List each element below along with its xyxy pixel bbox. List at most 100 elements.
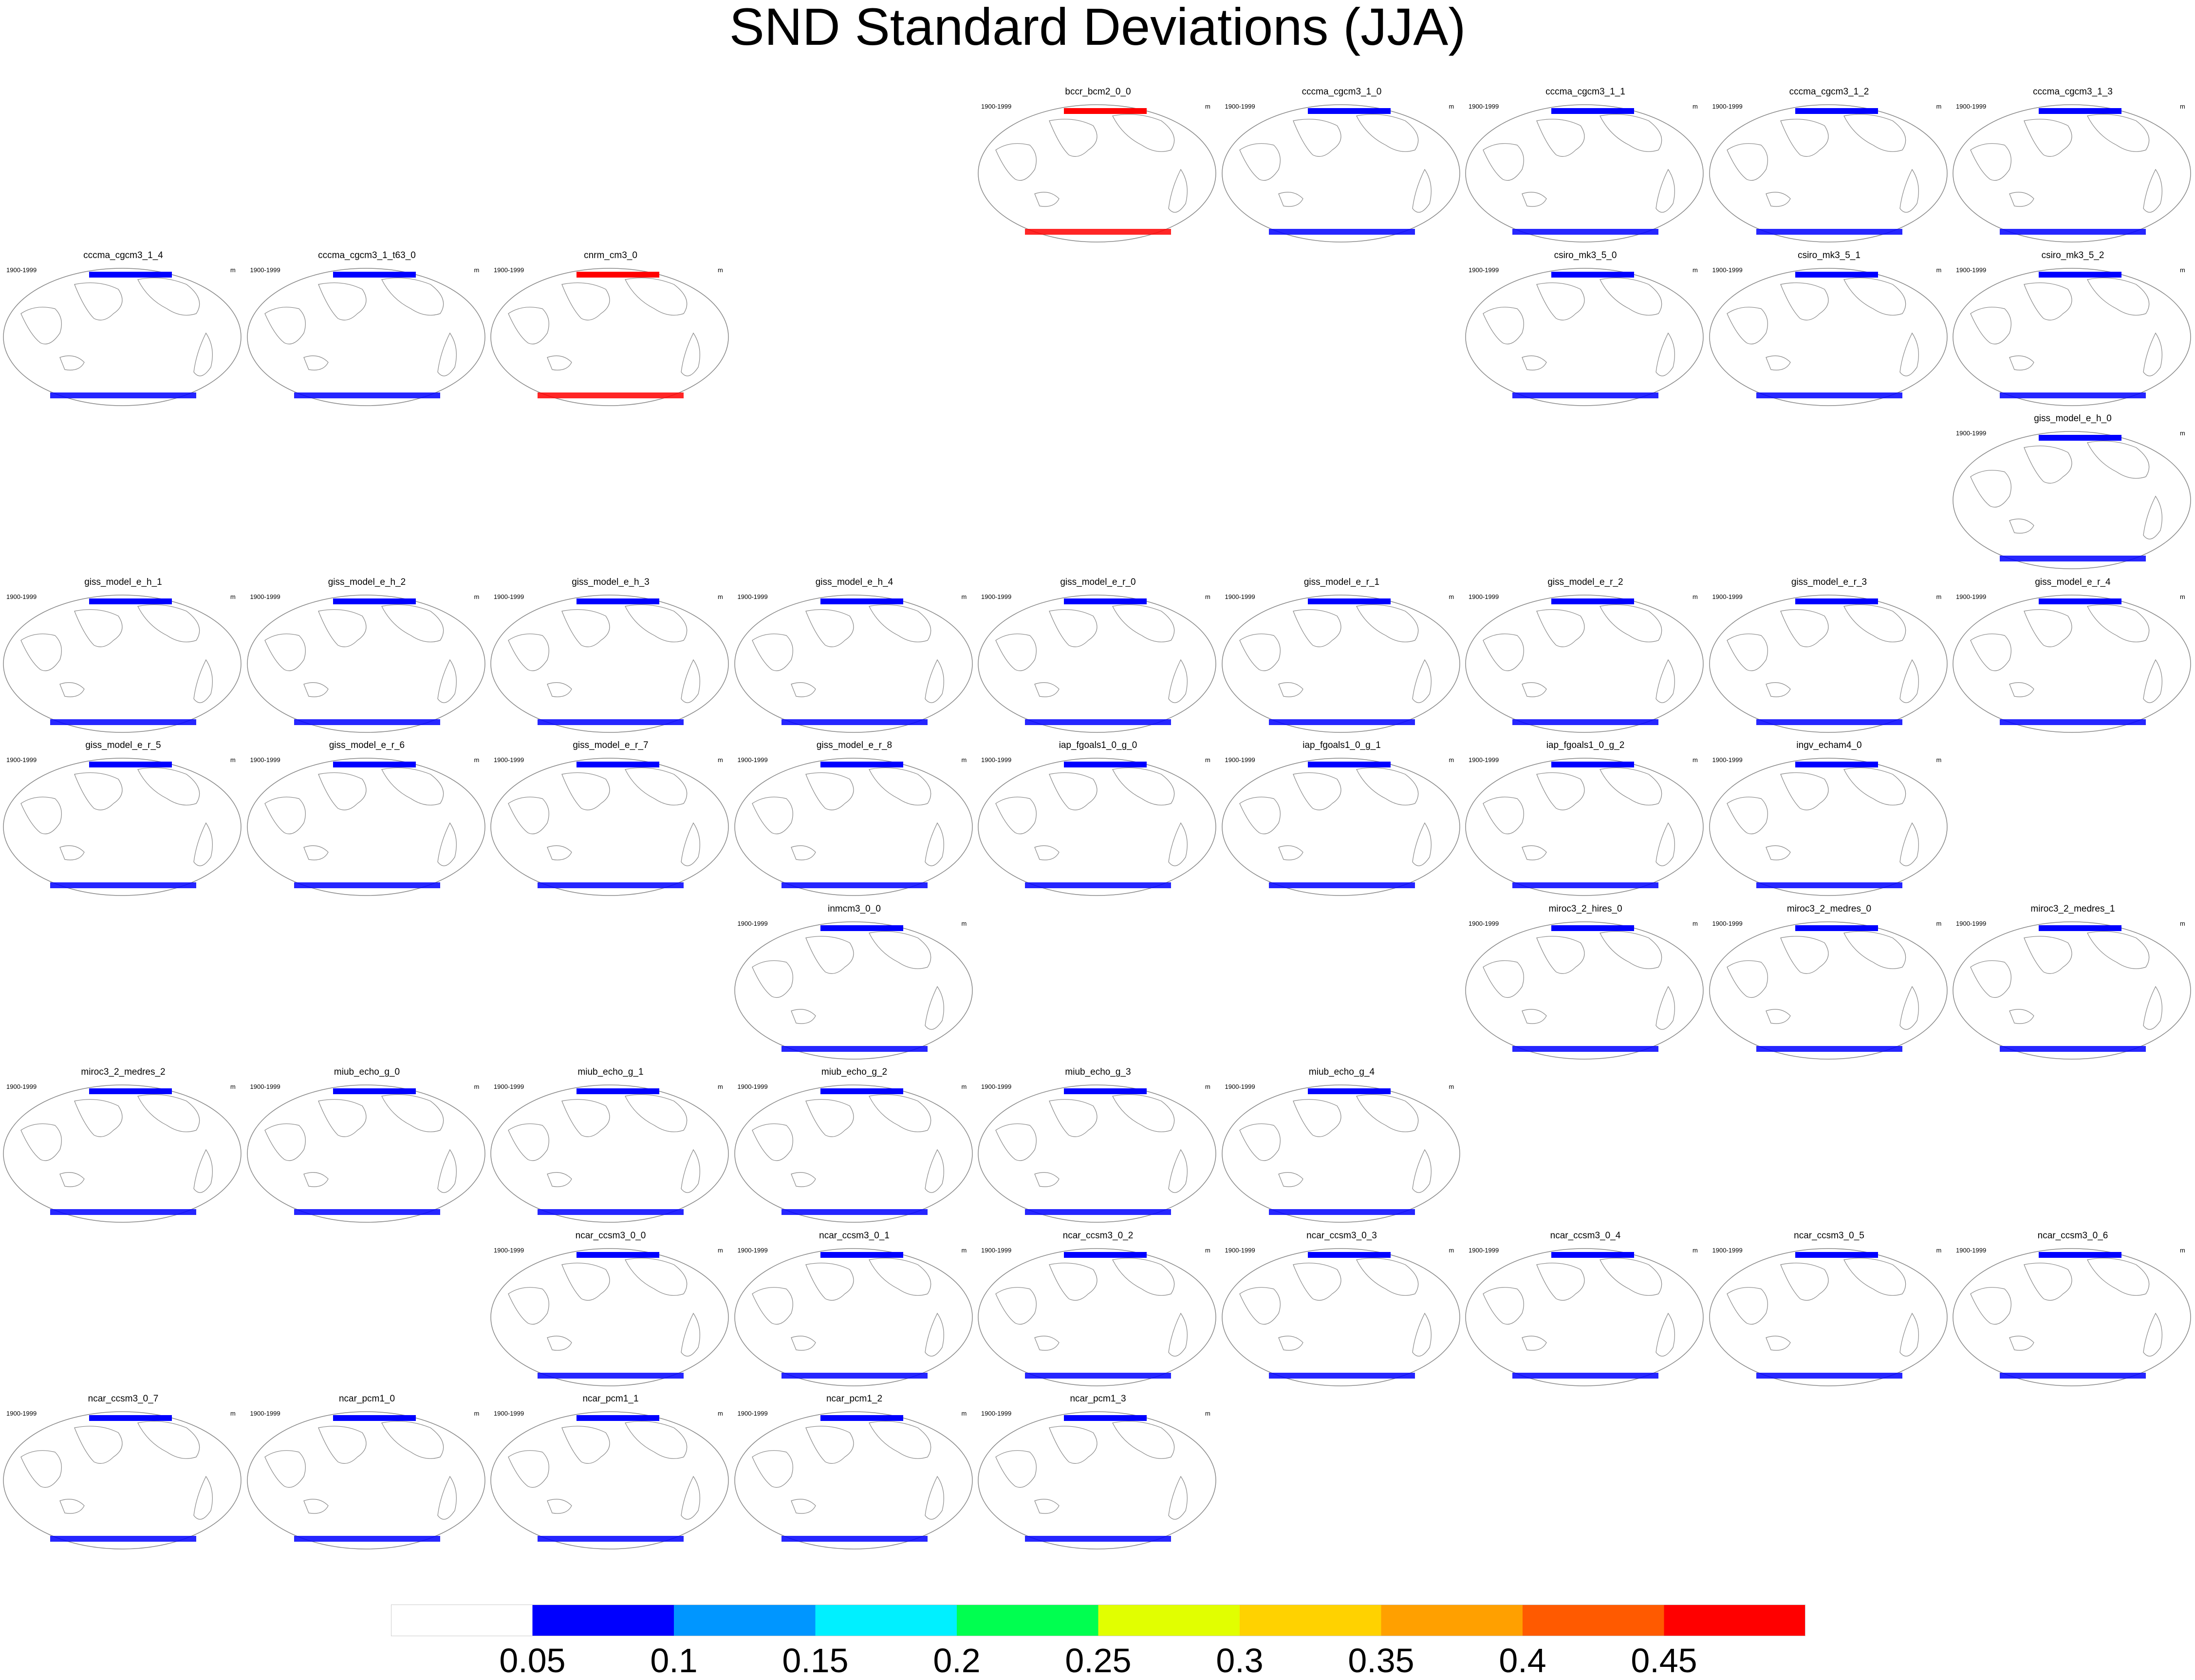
snow-north-band xyxy=(820,1251,903,1258)
panel-name: csiro_mk3_5_2 xyxy=(2041,250,2104,261)
panel-name: csiro_mk3_5_0 xyxy=(1554,250,1617,261)
snow-north-band xyxy=(333,1415,416,1421)
coastline xyxy=(1239,114,1432,213)
globe-map xyxy=(978,104,1216,243)
coastline xyxy=(20,767,213,866)
colorbar-tick-label: 0.15 xyxy=(782,1642,849,1680)
panel-name: giss_model_e_r_0 xyxy=(1060,577,1136,587)
map-panel: cccma_cgcm3_1_1 1900-1999 m xyxy=(1464,87,1707,243)
map-outline xyxy=(1953,104,2191,243)
panel-units: m xyxy=(230,756,236,764)
panel-units: m xyxy=(1693,1246,1698,1254)
snow-north-band xyxy=(2039,1251,2121,1258)
map-outline xyxy=(490,758,729,896)
snow-south-band xyxy=(781,719,928,725)
snow-south-band xyxy=(50,1536,196,1542)
snow-north-band xyxy=(1307,762,1391,767)
globe-map xyxy=(1465,104,1704,243)
panel-name: cccma_cgcm3_1_1 xyxy=(1545,87,1625,97)
map-outline xyxy=(978,1084,1216,1223)
map-outline xyxy=(1221,594,1460,733)
snow-south-band xyxy=(50,1209,196,1215)
panel-years: 1900-1999 xyxy=(981,593,1012,600)
map-panel: giss_model_e_r_4 1900-1999 m xyxy=(1951,577,2195,733)
map-outline xyxy=(3,594,242,733)
snow-south-band xyxy=(2000,1045,2146,1052)
coastline xyxy=(1726,114,1919,213)
map-outline xyxy=(490,267,729,406)
map-outline xyxy=(490,1248,729,1386)
map-outline xyxy=(1465,267,1704,406)
panel-name: cccma_cgcm3_1_4 xyxy=(83,250,163,261)
colorbar-swatch xyxy=(674,1605,816,1636)
snow-north-band xyxy=(2039,271,2121,278)
globe-map xyxy=(1709,758,1948,896)
panel-units: m xyxy=(718,1246,723,1254)
panel-name: giss_model_e_r_8 xyxy=(816,740,893,750)
panel-years: 1900-1999 xyxy=(1469,103,1499,110)
panel-units: m xyxy=(2180,919,2185,927)
globe-map xyxy=(3,758,242,896)
map-outline xyxy=(246,594,485,733)
panel-name: ncar_pcm1_0 xyxy=(338,1394,395,1404)
panel-years: 1900-1999 xyxy=(6,593,37,600)
map-panel: ncar_pcm1_2 1900-1999 m xyxy=(733,1394,976,1549)
snow-north-band xyxy=(2039,598,2121,604)
coastline xyxy=(1483,1257,1675,1357)
panel-name: giss_model_e_h_0 xyxy=(2034,413,2112,424)
snow-south-band xyxy=(1025,229,1171,235)
panel-name: miub_echo_g_2 xyxy=(821,1067,888,1077)
panel-units: m xyxy=(961,1410,967,1417)
panel-units: m xyxy=(718,1410,723,1417)
map-outline xyxy=(1709,1248,1948,1386)
panel-years: 1900-1999 xyxy=(1956,1246,1987,1254)
panel-name: ncar_pcm1_1 xyxy=(582,1394,639,1404)
map-panel: giss_model_e_h_3 1900-1999 m xyxy=(489,577,732,733)
coastline xyxy=(751,604,944,703)
snow-south-band xyxy=(50,719,196,725)
map-outline xyxy=(1465,758,1704,896)
panel-years: 1900-1999 xyxy=(6,266,37,274)
coastline xyxy=(1239,604,1432,703)
panel-units: m xyxy=(1205,1410,1210,1417)
panel-name: ncar_ccsm3_0_7 xyxy=(88,1394,159,1404)
snow-south-band xyxy=(1512,882,1658,888)
snow-south-band xyxy=(781,1209,928,1215)
panel-units: m xyxy=(1693,266,1698,274)
map-outline xyxy=(3,267,242,406)
colorbar-tick-label: 0.3 xyxy=(1216,1642,1264,1680)
globe-map xyxy=(490,1084,729,1223)
map-panel: bccr_bcm2_0_0 1900-1999 m xyxy=(976,87,1220,243)
snow-north-band xyxy=(333,598,416,604)
panel-name: ncar_ccsm3_0_0 xyxy=(575,1230,646,1241)
globe-map xyxy=(1709,594,1948,733)
coastline xyxy=(1483,767,1675,866)
map-panel: cccma_cgcm3_1_3 1900-1999 m xyxy=(1951,87,2195,243)
map-outline xyxy=(734,1411,973,1549)
globe-map xyxy=(1709,267,1948,406)
map-outline xyxy=(1953,1248,2191,1386)
panel-name: ncar_ccsm3_0_5 xyxy=(1794,1230,1864,1241)
globe-map xyxy=(734,1084,973,1223)
snow-south-band xyxy=(2000,1372,2146,1379)
snow-south-band xyxy=(1756,1045,1902,1052)
globe-map xyxy=(3,267,242,406)
coastline xyxy=(1970,931,2162,1030)
panel-years: 1900-1999 xyxy=(1712,103,1743,110)
panel-years: 1900-1999 xyxy=(1469,266,1499,274)
globe-map xyxy=(1221,104,1460,243)
coastline xyxy=(1726,767,1919,866)
coastline xyxy=(751,767,944,866)
globe-map xyxy=(490,1248,729,1386)
panel-years: 1900-1999 xyxy=(494,1246,524,1254)
map-outline xyxy=(978,1248,1216,1386)
globe-map xyxy=(734,758,973,896)
coastline xyxy=(264,277,457,376)
map-panel: miroc3_2_hires_0 1900-1999 m xyxy=(1464,904,1707,1060)
panel-years: 1900-1999 xyxy=(1225,593,1255,600)
globe-map xyxy=(1221,758,1460,896)
snow-north-band xyxy=(577,1251,659,1258)
globe-map xyxy=(1465,267,1704,406)
panel-years: 1900-1999 xyxy=(981,1083,1012,1090)
panel-units: m xyxy=(474,756,480,764)
